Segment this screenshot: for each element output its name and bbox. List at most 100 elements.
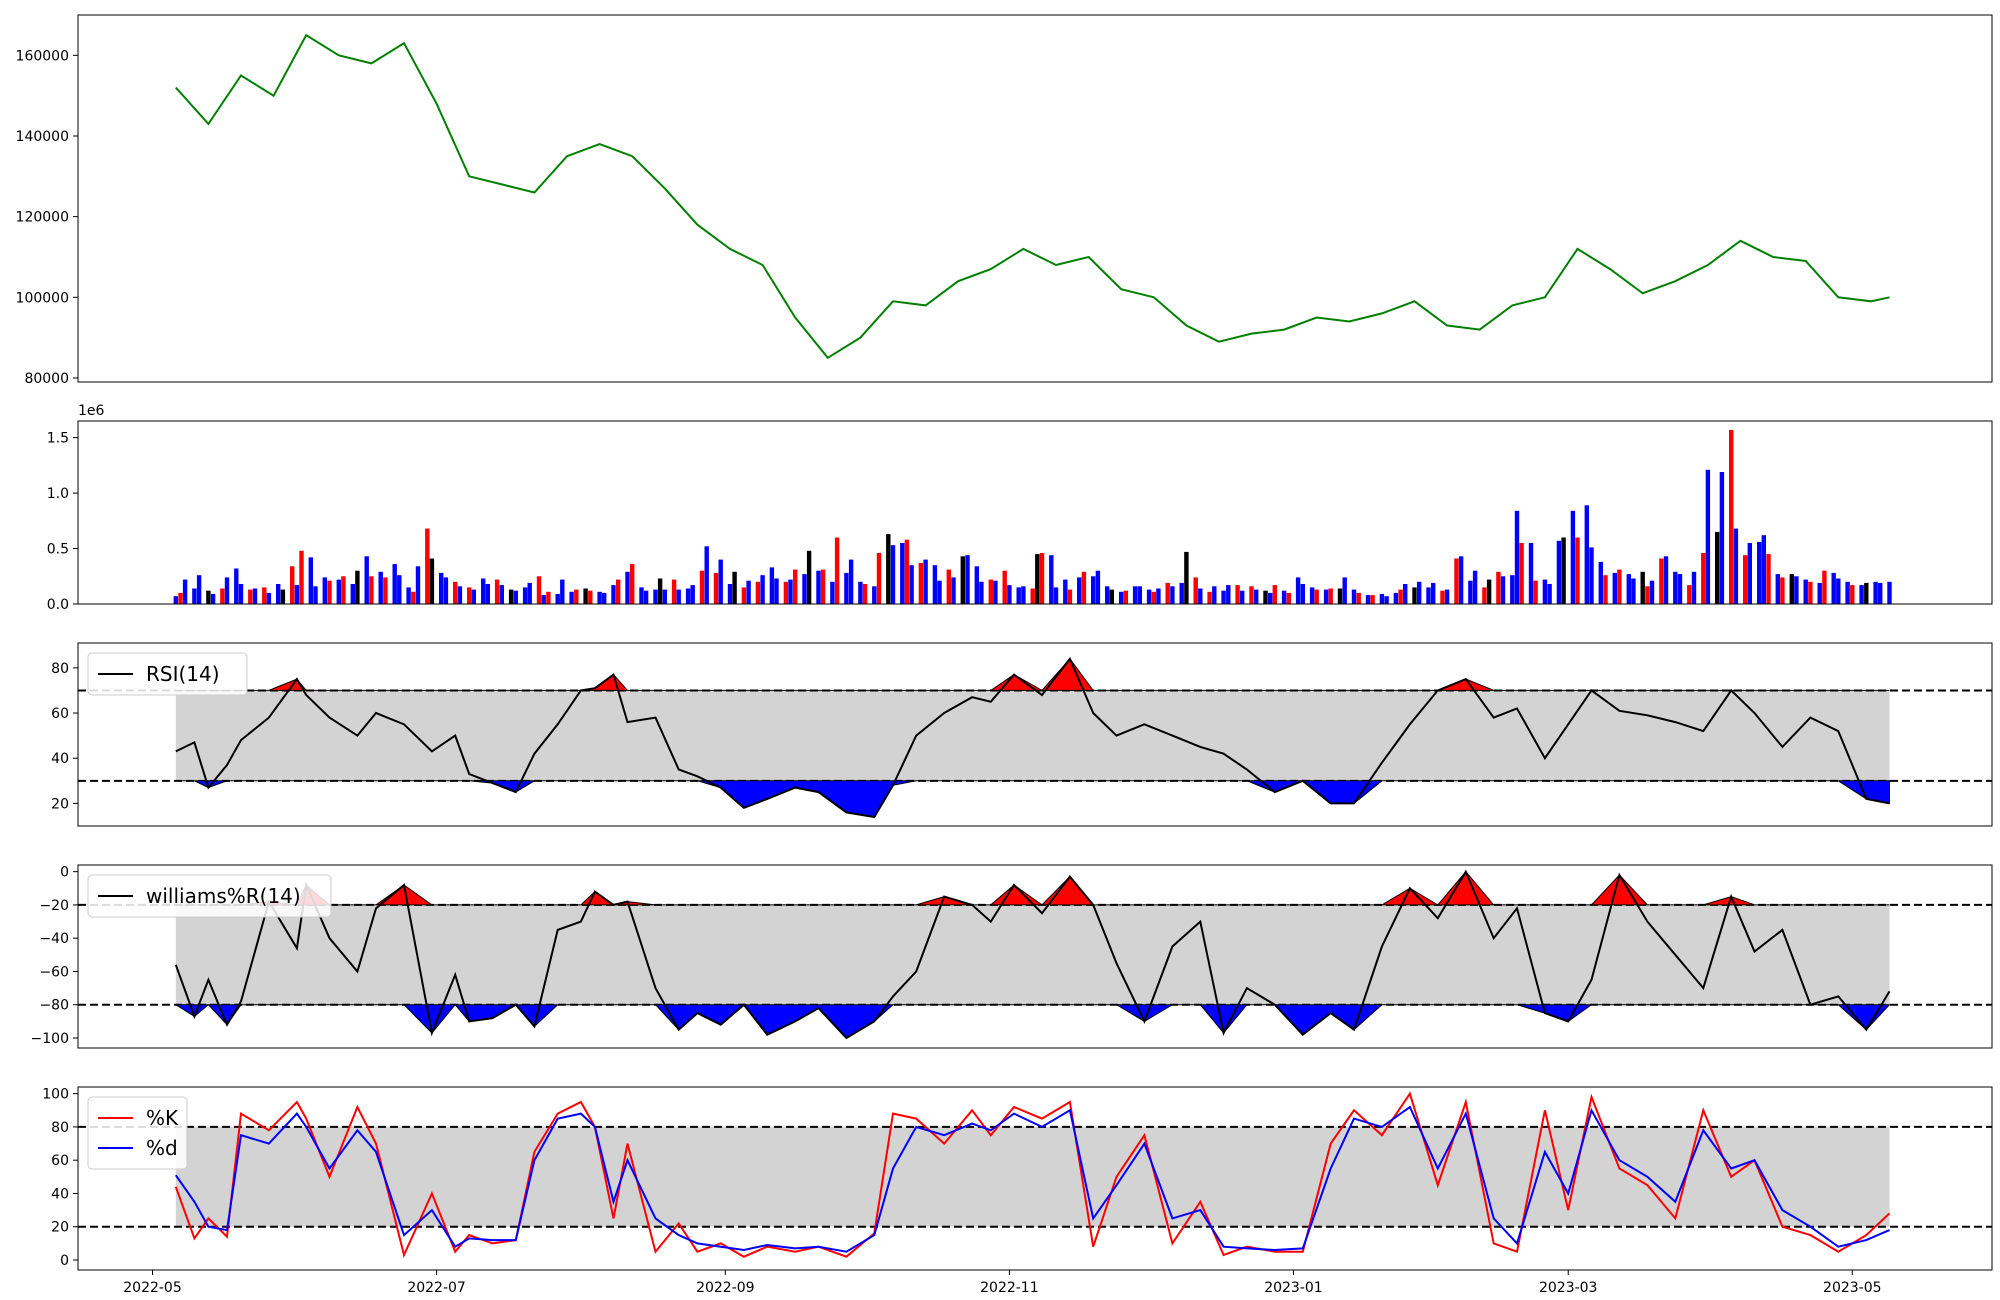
volume-bar [830, 581, 835, 604]
volume-bar [741, 587, 747, 604]
volume-bar [1701, 553, 1706, 604]
price-ytick-label: 160000 [16, 48, 69, 64]
stochastic-frame [77, 1086, 1993, 1271]
price-ytick-label: 140000 [16, 129, 69, 145]
volume-bar [1808, 581, 1813, 604]
volume-bar [453, 581, 458, 604]
volume-bar [974, 566, 979, 604]
price-frame [77, 14, 1993, 383]
stochastic-ytick-label: 40 [51, 1186, 69, 1202]
volume-bar [713, 572, 719, 604]
volume-bar [625, 571, 630, 604]
volume-bar [602, 592, 607, 604]
volume-bar [252, 588, 258, 604]
volume-scale-label: 1e6 [78, 403, 105, 419]
volume-bar [630, 564, 635, 604]
volume-bar [1412, 587, 1417, 604]
volume-bar [1351, 589, 1357, 604]
volume-bar [1519, 543, 1524, 604]
volume-bar [1775, 574, 1780, 604]
volume-bar [1165, 582, 1170, 604]
volume-bar [965, 555, 970, 604]
volume-bar [1198, 588, 1203, 604]
volume-bar [425, 528, 430, 604]
stochastic-ytick-label: 100 [42, 1087, 69, 1103]
volume-bar [862, 584, 868, 604]
x-tick-label: 2023-01 [1264, 1280, 1323, 1296]
volume-bar [1393, 592, 1399, 604]
rsi-line [175, 656, 1890, 819]
volume-bar [1007, 585, 1012, 604]
volume-bar [308, 557, 313, 604]
volume-bar [1403, 584, 1408, 604]
rsi-legend-label: RSI(14) [146, 662, 220, 686]
volume-bar [1067, 589, 1073, 604]
volume-bar [569, 591, 574, 604]
stochastic-k-line [174, 1091, 1891, 1259]
volume-bar [522, 587, 528, 604]
volume-bar [1458, 556, 1464, 604]
volume-bar [443, 577, 449, 604]
price-ytick-label: 80000 [24, 371, 69, 387]
volume-bar [1095, 570, 1101, 604]
rsi-legend [87, 652, 248, 696]
williams-legend-label: williams%R(14) [146, 884, 301, 908]
williams-ytick-label: −100 [31, 1031, 69, 1047]
volume-bar [364, 556, 369, 604]
volume-bar [350, 584, 355, 604]
volume-bar [1002, 570, 1007, 604]
volume-bar [1444, 589, 1450, 604]
volume-bar [1766, 554, 1771, 604]
volume-bar [1836, 578, 1841, 604]
volume-bar [1547, 584, 1552, 604]
stochastic-ytick-label: 60 [51, 1153, 69, 1169]
volume-bar [341, 576, 346, 604]
volume-bar [1472, 570, 1478, 604]
stochastic-ytick-label: 80 [51, 1120, 69, 1136]
volume-bar [513, 590, 518, 604]
volume-bar [1794, 576, 1799, 604]
volume-bar [583, 588, 588, 604]
volume-bar [397, 575, 402, 604]
stochastic-band [175, 1126, 1890, 1227]
volume-bar [746, 580, 751, 604]
volume-bar [411, 591, 416, 604]
volume-bar [1757, 541, 1762, 604]
williams-legend [87, 874, 332, 918]
volume-bar [1612, 572, 1617, 604]
volume-bar [1384, 596, 1389, 604]
volume-bar [1631, 578, 1636, 604]
volume-bar [816, 570, 821, 604]
volume-bar [1123, 590, 1128, 604]
volume-bar [429, 558, 435, 604]
volume-bar [1314, 589, 1319, 604]
volume-bar [755, 581, 761, 604]
volume-bar [727, 584, 733, 604]
volume-bar [1365, 595, 1371, 604]
volume-bar [639, 587, 644, 604]
rsi-ytick-label: 20 [51, 796, 69, 812]
volume-bar [588, 590, 593, 604]
volume-bar [844, 572, 849, 604]
volume-bar [1081, 571, 1087, 604]
volume-bar [1454, 558, 1459, 604]
volume-bar [1053, 587, 1059, 604]
x-tick-label: 2022-11 [980, 1280, 1039, 1296]
volume-bar [1300, 584, 1305, 604]
volume-bar [280, 589, 286, 604]
volume-bar [1533, 580, 1538, 604]
volume-bar [313, 586, 318, 604]
volume-bar [643, 590, 649, 604]
volume-bar [1864, 582, 1869, 604]
volume-bar [806, 550, 812, 604]
volume-bar [1514, 510, 1520, 604]
volume-bar [457, 586, 463, 604]
volume-bar [1729, 429, 1734, 604]
volume-bar [946, 569, 951, 604]
williams-line [174, 869, 1891, 1040]
volume-bar [276, 584, 281, 604]
volume-bar [1542, 579, 1548, 604]
volume-bar [192, 588, 197, 604]
volume-bar [1715, 531, 1720, 604]
volume-bar [1626, 574, 1631, 604]
